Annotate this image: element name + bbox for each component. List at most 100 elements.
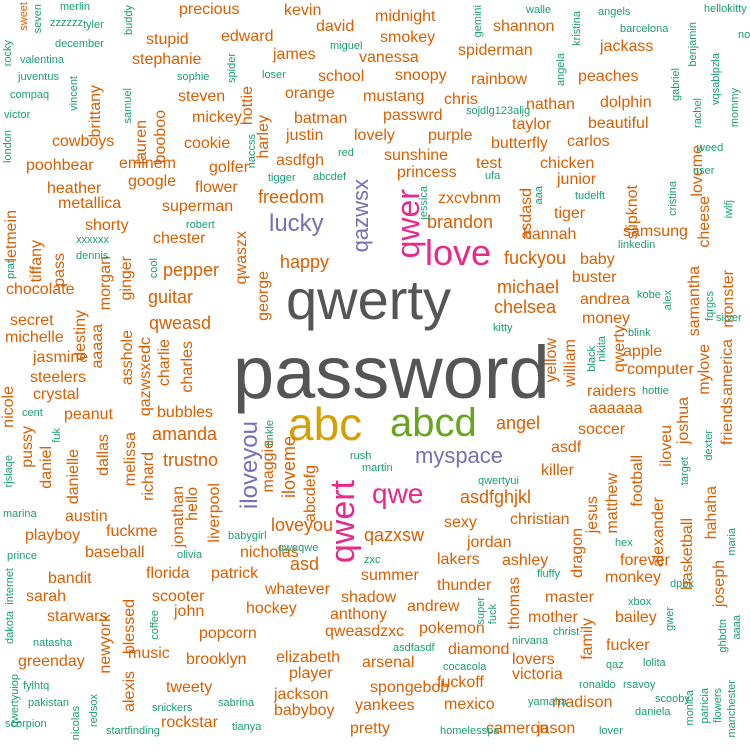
cloud-word: patricia <box>699 688 711 724</box>
cloud-word: tweety <box>166 679 213 696</box>
cloud-word: naccss <box>246 134 258 169</box>
cloud-word: tiger <box>554 205 586 222</box>
cloud-word: crystal <box>33 386 80 403</box>
cloud-word: john <box>174 603 205 620</box>
cloud-word: brooklyn <box>186 651 247 668</box>
cloud-word: peanut <box>64 406 113 423</box>
cloud-word: cocacola <box>443 661 487 673</box>
cloud-word: madison <box>552 694 613 711</box>
cloud-word: gemini <box>472 5 484 38</box>
cloud-word: chester <box>153 230 206 247</box>
cloud-word: james <box>273 46 316 63</box>
cloud-word: player <box>289 665 333 682</box>
cloud-word: xxxxxx <box>76 234 109 246</box>
cloud-word: school <box>318 68 365 85</box>
cloud-word: flowers <box>712 688 724 723</box>
cloud-word: sophie <box>177 71 210 83</box>
cloud-word: asshole <box>119 330 136 386</box>
cloud-word: lovely <box>354 127 395 144</box>
cloud-word: babygirl <box>228 530 267 542</box>
cloud-word: butterfly <box>491 135 548 152</box>
cloud-word: secret <box>10 312 54 329</box>
cloud-word: qwertyui <box>478 475 519 487</box>
cloud-word: abcdef <box>313 171 347 183</box>
cloud-word: hellokitty <box>704 3 747 15</box>
cloud-word: seven <box>32 4 44 34</box>
cloud-word: hannah <box>523 226 577 243</box>
cloud-word: tinkle <box>264 420 276 446</box>
cloud-word: zxcvbnm <box>438 190 502 207</box>
cloud-word: hottie <box>239 86 256 126</box>
cloud-word: passwrd <box>383 107 443 124</box>
cloud-word: kitty <box>493 322 513 334</box>
cloud-word: linkedin <box>618 239 656 251</box>
cloud-word: music <box>128 645 170 662</box>
cloud-word: google <box>128 173 177 190</box>
cloud-word: fylhtq <box>23 680 50 692</box>
cloud-word: aaaaa <box>89 324 106 369</box>
cloud-word: nirvana <box>512 635 549 647</box>
cloud-word: ronaldo <box>579 679 616 691</box>
cloud-word: richard <box>140 452 157 501</box>
cloud-word: jesus <box>584 496 601 534</box>
cloud-word: password <box>233 331 550 414</box>
cloud-word: kevin <box>284 2 322 19</box>
cloud-word: zxc <box>364 554 381 566</box>
cloud-word: soccer <box>578 421 626 438</box>
cloud-word: manchester <box>726 680 738 738</box>
cloud-word: yamaha <box>528 696 568 708</box>
cloud-word: spongebob <box>370 679 450 696</box>
cloud-word: computer <box>627 361 694 378</box>
cloud-word: patrick <box>211 565 259 582</box>
cloud-word: shannon <box>493 18 555 35</box>
cloud-word: love <box>425 232 492 273</box>
cloud-word: december <box>55 38 104 50</box>
cloud-word: cowboys <box>52 133 115 150</box>
cloud-word: sarah <box>26 588 67 605</box>
cloud-word: cheese <box>696 196 713 248</box>
cloud-word: sunshine <box>384 147 449 164</box>
cloud-word: qazxsw <box>364 525 425 545</box>
cloud-word: lakers <box>437 551 480 568</box>
cloud-word: freedom <box>258 187 325 207</box>
cloud-word: charlie <box>156 339 173 387</box>
cloud-word: lovers <box>512 651 555 668</box>
cloud-word: red <box>338 147 354 159</box>
cloud-word: ufa <box>485 170 501 182</box>
cloud-word: iloveyou <box>236 421 263 510</box>
cloud-word: newyork <box>97 614 114 674</box>
cloud-word: compaq <box>10 89 50 101</box>
cloud-word: amanda <box>152 424 218 444</box>
cloud-word: alex <box>662 290 674 311</box>
cloud-word: angel <box>496 413 541 433</box>
cloud-word: purple <box>428 127 473 144</box>
cloud-word: arsenal <box>362 654 415 671</box>
cloud-word: bailey <box>615 609 657 626</box>
cloud-word: baby <box>580 251 615 268</box>
cloud-word: qweasdzxc <box>325 623 405 640</box>
cloud-word: taylor <box>512 116 552 133</box>
cloud-word: victor <box>4 109 31 121</box>
cloud-word: happy <box>280 252 330 272</box>
cloud-word: dennis <box>76 250 109 262</box>
cloud-word: greenday <box>18 653 85 670</box>
cloud-word: steven <box>178 88 226 105</box>
cloud-word: christ <box>553 626 580 638</box>
cloud-word: smokey <box>380 29 436 46</box>
cloud-word: playboy <box>25 527 81 544</box>
cloud-word: walle <box>526 4 552 16</box>
cloud-word: startfinding <box>106 725 160 737</box>
cloud-word: nicholas <box>240 544 299 561</box>
cloud-word: thomas <box>506 577 523 630</box>
cloud-word: november <box>738 29 750 41</box>
cloud-word: cristina <box>667 181 679 216</box>
cloud-word: tianya <box>232 721 262 733</box>
cloud-word: pass <box>51 253 68 287</box>
cloud-word: master <box>545 589 594 606</box>
cloud-word: letmein <box>3 210 20 262</box>
cloud-word: chelsea <box>494 297 557 317</box>
cloud-word: mylove <box>696 344 713 395</box>
cloud-word: hahaha <box>703 486 720 540</box>
cloud-word: shorty <box>85 217 129 234</box>
